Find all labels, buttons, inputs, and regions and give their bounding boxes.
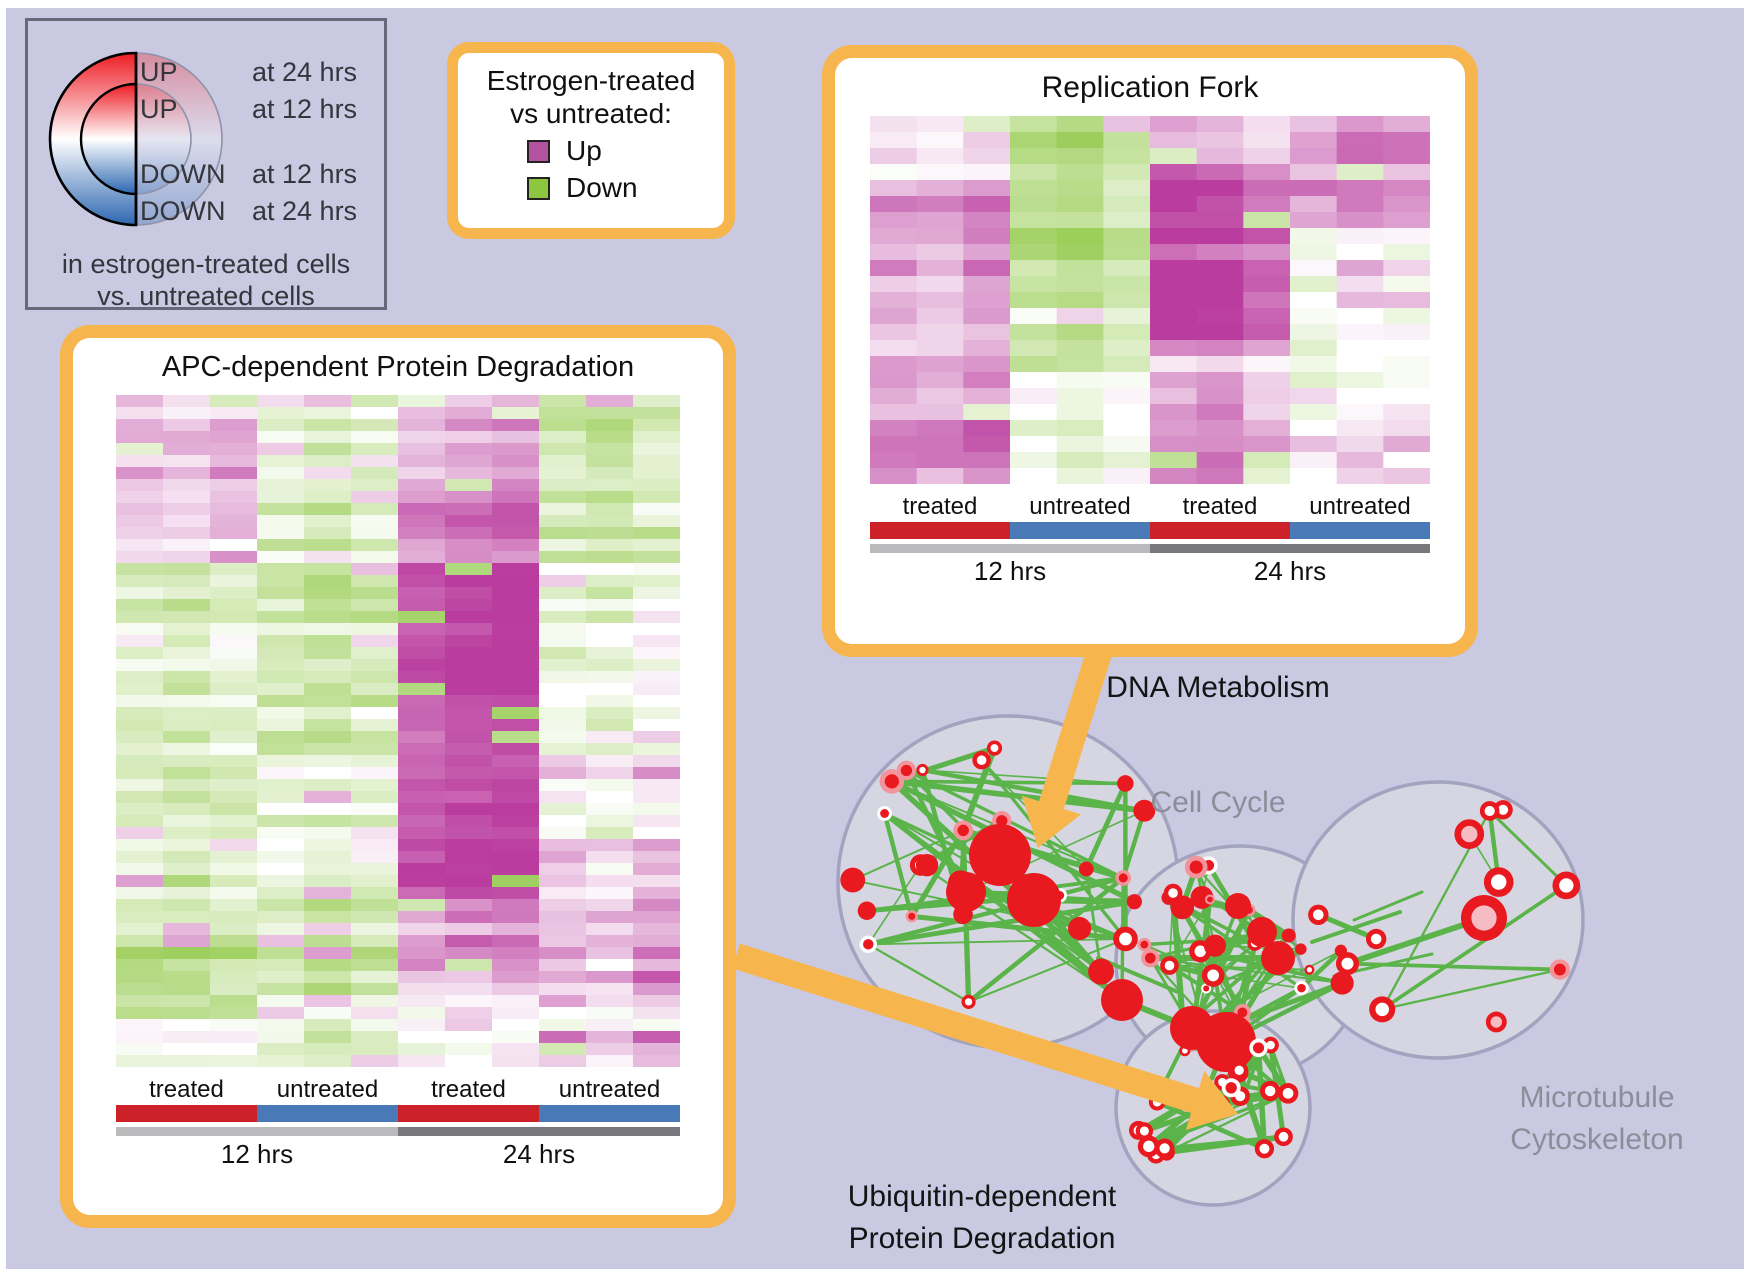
group-label-untreated-24: untreated	[1309, 493, 1411, 520]
bar-24hrs	[398, 1127, 680, 1136]
bar-24hrs	[1150, 544, 1430, 553]
apc-time-labels: 12 hrs 24 hrs	[116, 1139, 680, 1170]
group-label-untreated-24: untreated	[558, 1076, 661, 1103]
apc-title: APC-dependent Protein Degradation	[161, 351, 635, 383]
bar-treated-24	[398, 1105, 539, 1122]
cluster-label: Microtubule	[1519, 1081, 1674, 1114]
panel-to-cluster-arrow-1	[1021, 646, 1113, 848]
cluster-label: Cell Cycle	[1150, 786, 1285, 819]
group-label-untreated-12: untreated	[276, 1076, 379, 1103]
replication-fork-heatmap	[870, 116, 1430, 484]
cluster-microtubule-cytoskeleton	[1291, 780, 1585, 1060]
key-dir-up-12: UP	[140, 94, 178, 124]
color-legend-box: Estrogen-treated vs untreated: Up Down	[447, 42, 735, 239]
key-caption-line2: vs. untreated cells	[97, 281, 315, 311]
key-time-24: at 24 hrs	[252, 57, 358, 87]
bar-treated-12	[116, 1105, 257, 1122]
replication-group-labels: treated untreated treated untreated	[870, 493, 1430, 521]
legend-up-swatch	[527, 139, 550, 163]
cluster-label: Protein Degradation	[849, 1222, 1116, 1255]
replication-treatment-bar	[870, 522, 1430, 539]
bar-12hrs	[116, 1127, 398, 1136]
cluster-label: Cytoskeleton	[1510, 1123, 1683, 1156]
key-time-down-24: at 24 hrs	[252, 196, 358, 226]
panel-to-cluster-arrow-2	[732, 943, 1238, 1131]
apc-heatmap	[116, 395, 680, 1067]
replication-fork-panel: Replication Fork treated untreated treat…	[822, 45, 1478, 657]
concentric-updown-rings-icon	[48, 51, 223, 227]
group-label-treated-24: treated	[431, 1076, 506, 1103]
apc-time-bar	[116, 1127, 680, 1136]
bar-untreated-12	[1010, 522, 1150, 539]
updown-key-box: UP at 24 hrs UP at 12 hrs DOWN at 12 hrs…	[25, 18, 387, 311]
key-dir-down-12: DOWN	[140, 159, 226, 189]
legend-title-line2: vs untreated:	[510, 98, 672, 129]
annotations: DNA Metabolism Cell Cycle Microtubule Cytos…	[732, 646, 1684, 1255]
time-label-12hrs: 12 hrs	[220, 1139, 294, 1169]
replication-time-labels: 12 hrs 24 hrs	[870, 556, 1430, 587]
replication-time-bar	[870, 544, 1430, 553]
bar-treated-24	[1150, 522, 1290, 539]
legend-down-label: Down	[566, 172, 638, 203]
bar-untreated-24	[1290, 522, 1430, 539]
bar-untreated-12	[257, 1105, 398, 1122]
apc-degradation-panel: APC-dependent Protein Degradation treate…	[60, 325, 736, 1228]
key-time-down-12: at 12 hrs	[252, 159, 358, 189]
key-dir-down-24: DOWN	[140, 196, 226, 226]
legend-down-swatch	[527, 176, 550, 200]
replication-fork-title: Replication Fork	[1041, 71, 1259, 104]
bar-12hrs	[870, 544, 1150, 553]
time-label-12hrs: 12 hrs	[973, 556, 1047, 586]
group-label-treated-24: treated	[1182, 493, 1258, 520]
legend-up-label: Up	[566, 135, 602, 166]
time-label-24hrs: 24 hrs	[1253, 556, 1327, 586]
cluster-label: DNA Metabolism	[1106, 671, 1329, 704]
time-label-24hrs: 24 hrs	[502, 1139, 576, 1169]
group-label-treated-12: treated	[149, 1076, 224, 1103]
bar-untreated-24	[539, 1105, 680, 1122]
group-label-treated-12: treated	[902, 493, 978, 520]
legend-title-line1: Estrogen-treated	[486, 65, 696, 96]
apc-treatment-bar	[116, 1105, 680, 1122]
key-dir-up-24: UP	[140, 57, 178, 87]
bar-treated-12	[870, 522, 1010, 539]
apc-group-labels: treated untreated treated untreated	[116, 1076, 680, 1104]
key-time-12: at 12 hrs	[252, 94, 358, 124]
key-caption-line1: in estrogen-treated cells	[61, 249, 351, 279]
group-label-untreated-12: untreated	[1029, 493, 1131, 520]
cluster-label: Ubiquitin-dependent	[848, 1180, 1117, 1213]
